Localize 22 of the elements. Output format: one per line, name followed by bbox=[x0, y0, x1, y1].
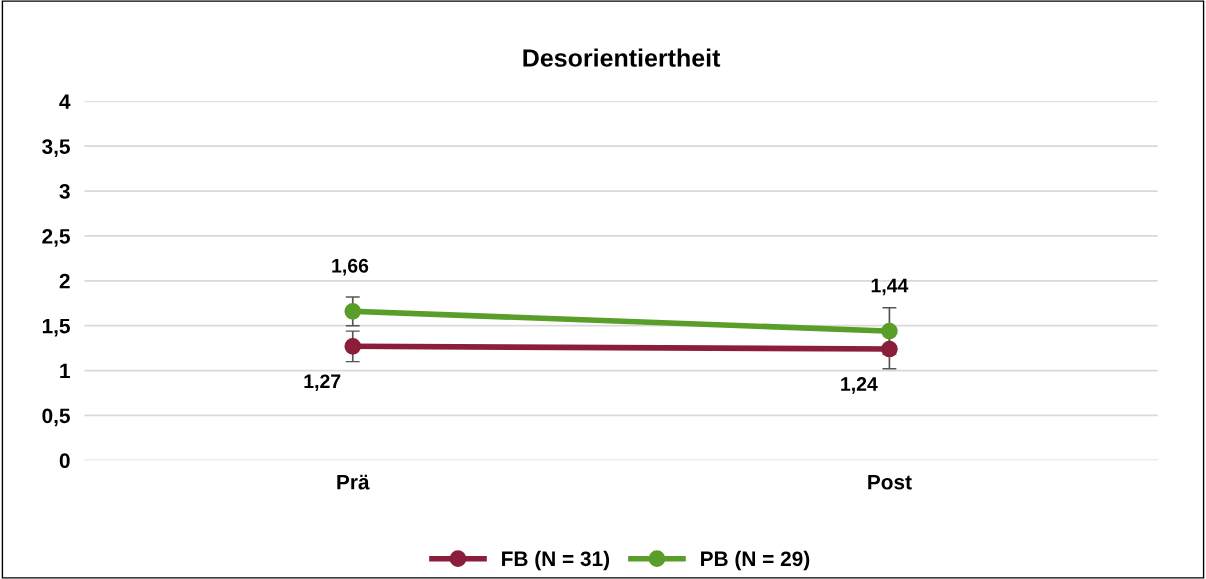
y-tick-label: 1 bbox=[60, 363, 70, 379]
x-tick-label: Post bbox=[868, 474, 912, 490]
data-label: 1,27 bbox=[304, 374, 341, 392]
y-tick-label: 0,5 bbox=[42, 408, 70, 427]
y-tick-label: 1,5 bbox=[42, 318, 70, 337]
point bbox=[344, 302, 362, 320]
y-tick-label: 3 bbox=[59, 184, 70, 199]
point bbox=[881, 340, 898, 358]
x-tick-label: Prä bbox=[337, 474, 370, 490]
chart-title: Desorientiertheit bbox=[523, 48, 721, 67]
legend-label: FB (N = 31) bbox=[502, 550, 610, 571]
point bbox=[344, 337, 362, 355]
data-label: 1,66 bbox=[332, 258, 369, 276]
y-tick-label: 3,5 bbox=[42, 139, 70, 157]
y-tick-label: 4 bbox=[59, 94, 71, 109]
data-label: 1,44 bbox=[871, 278, 909, 296]
point bbox=[881, 322, 898, 340]
y-tick-label: 2 bbox=[59, 273, 70, 289]
y-tick-label: 2,5 bbox=[42, 228, 70, 247]
y-tick-label: 0 bbox=[59, 453, 70, 469]
data-label: 1,24 bbox=[841, 377, 878, 394]
legend-label: PB (N = 29) bbox=[701, 550, 810, 571]
